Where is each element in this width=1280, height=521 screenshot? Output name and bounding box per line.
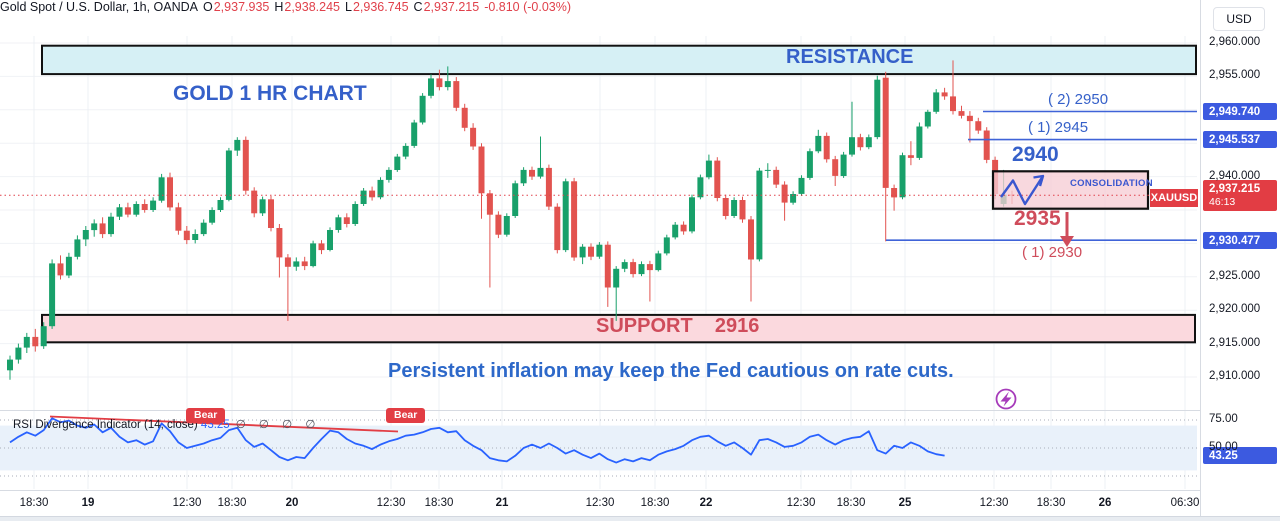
time-axis-label: 18:30 — [836, 497, 866, 509]
time-axis-label: 18:30 — [1036, 497, 1066, 509]
symbol-tag-badge: XAUUSD — [1150, 189, 1198, 207]
time-axis-label: 12:30 — [979, 497, 1009, 509]
rsi-zero-counters: ∅ ∅ ∅ ∅ — [235, 419, 321, 431]
rsi-line — [9, 417, 945, 464]
rsi-label: RSI Divergence Indicator (14, close) — [13, 419, 198, 431]
time-axis-label: 19 — [81, 497, 95, 509]
rsi-divergence-trendline — [49, 415, 399, 433]
bear-divergence-badge-1: Bear — [186, 408, 226, 423]
support-label: SUPPORT 2916 — [596, 315, 760, 337]
news-annotation: Persistent inflation may keep the Fed ca… — [388, 360, 954, 382]
high-value: 2,938.245 — [284, 0, 340, 14]
time-axis-label: 12:30 — [172, 497, 202, 509]
rsi-axis-label: 50.00 — [1209, 441, 1238, 453]
price-axis-label: 2,925.000 — [1209, 269, 1261, 282]
price-line-badge-2949: 2,949.740 — [1203, 103, 1277, 120]
symbol-header[interactable]: Gold Spot / U.S. Dollar, 1h, OANDA O 2,93… — [0, 0, 1280, 14]
chart-title-annotation: GOLD 1 HR CHART — [173, 82, 367, 105]
time-axis-label: 06:30 — [1170, 497, 1200, 509]
consolidation-box — [991, 170, 1150, 210]
time-axis-label: 26 — [1098, 497, 1112, 509]
price-axis-label: 2,955.000 — [1209, 69, 1261, 82]
time-axis-label: 18:30 — [424, 497, 454, 509]
rsi-indicator-title[interactable]: RSI Divergence Indicator (14, close) 43.… — [13, 417, 320, 431]
bar-countdown: 46:13 — [1209, 195, 1236, 208]
level-2930-label: ( 1) 2930 — [1022, 244, 1083, 261]
current-price-badge: 2,937.215 46:13 — [1203, 180, 1277, 211]
price-axis-label: 2,920.000 — [1209, 303, 1261, 316]
time-axis-label: 18:30 — [217, 497, 247, 509]
time-axis-label: 21 — [495, 497, 509, 509]
price-axis-label: 2,960.000 — [1209, 36, 1261, 48]
rsi-axis-label: 75.00 — [1209, 413, 1238, 425]
close-value: 2,937.215 — [423, 0, 480, 14]
resistance-label: RESISTANCE — [786, 46, 914, 68]
pane-separator[interactable] — [0, 410, 1200, 411]
time-axis[interactable]: 18:30 19 12:30 18:30 20 12:30 18:30 21 12:30 18:3… — [0, 490, 1200, 517]
time-axis-label: 12:30 — [786, 497, 816, 509]
low-label: L — [344, 0, 352, 14]
time-axis-label: 12:30 — [585, 497, 615, 509]
currency-button[interactable]: USD — [1213, 7, 1265, 31]
resistance-zone — [41, 44, 1197, 76]
consolidation-label: CONSOLIDATION — [1070, 178, 1153, 189]
change-value: -0.810 (-0.03%) — [484, 0, 572, 14]
support-zone — [41, 313, 1196, 344]
low-value: 2,936.745 — [352, 0, 409, 14]
price-axis[interactable]: USD 2,949.740 2,945.537 2,937.215 46:13 … — [1200, 0, 1280, 516]
time-axis-label: 18:30 — [19, 497, 49, 509]
price-axis-label: 2,940.000 — [1209, 169, 1261, 182]
price-axis-label: 2,915.000 — [1209, 336, 1261, 349]
symbol-title[interactable]: Gold Spot / U.S. Dollar, 1h, OANDA — [0, 0, 198, 14]
level-2950-label: ( 2) 2950 — [1048, 91, 1109, 108]
time-axis-label: 12:30 — [376, 497, 406, 509]
bottom-strip — [0, 516, 1280, 521]
open-value: 2,937.935 — [213, 0, 270, 14]
time-axis-label: 25 — [898, 497, 912, 509]
close-label: C — [413, 0, 423, 14]
rsi-value-badge: 43.25 — [1203, 447, 1277, 464]
time-axis-label: 20 — [285, 497, 299, 509]
time-axis-label: 18:30 — [640, 497, 670, 509]
level-2935-label: 2935 — [1014, 207, 1061, 230]
level-2945-label: ( 1) 2945 — [1028, 119, 1089, 136]
bear-divergence-badge-2: Bear — [386, 408, 426, 423]
high-label: H — [274, 0, 284, 14]
time-axis-label: 22 — [699, 497, 713, 509]
price-axis-label: 2,910.000 — [1209, 370, 1261, 382]
open-label: O — [203, 0, 213, 14]
price-line-badge-2945: 2,945.537 — [1203, 131, 1277, 148]
price-line-badge-2930: 2,930.477 — [1203, 232, 1277, 249]
level-2940-label: 2940 — [1012, 143, 1059, 166]
current-price-value: 2,937.215 — [1209, 182, 1261, 195]
